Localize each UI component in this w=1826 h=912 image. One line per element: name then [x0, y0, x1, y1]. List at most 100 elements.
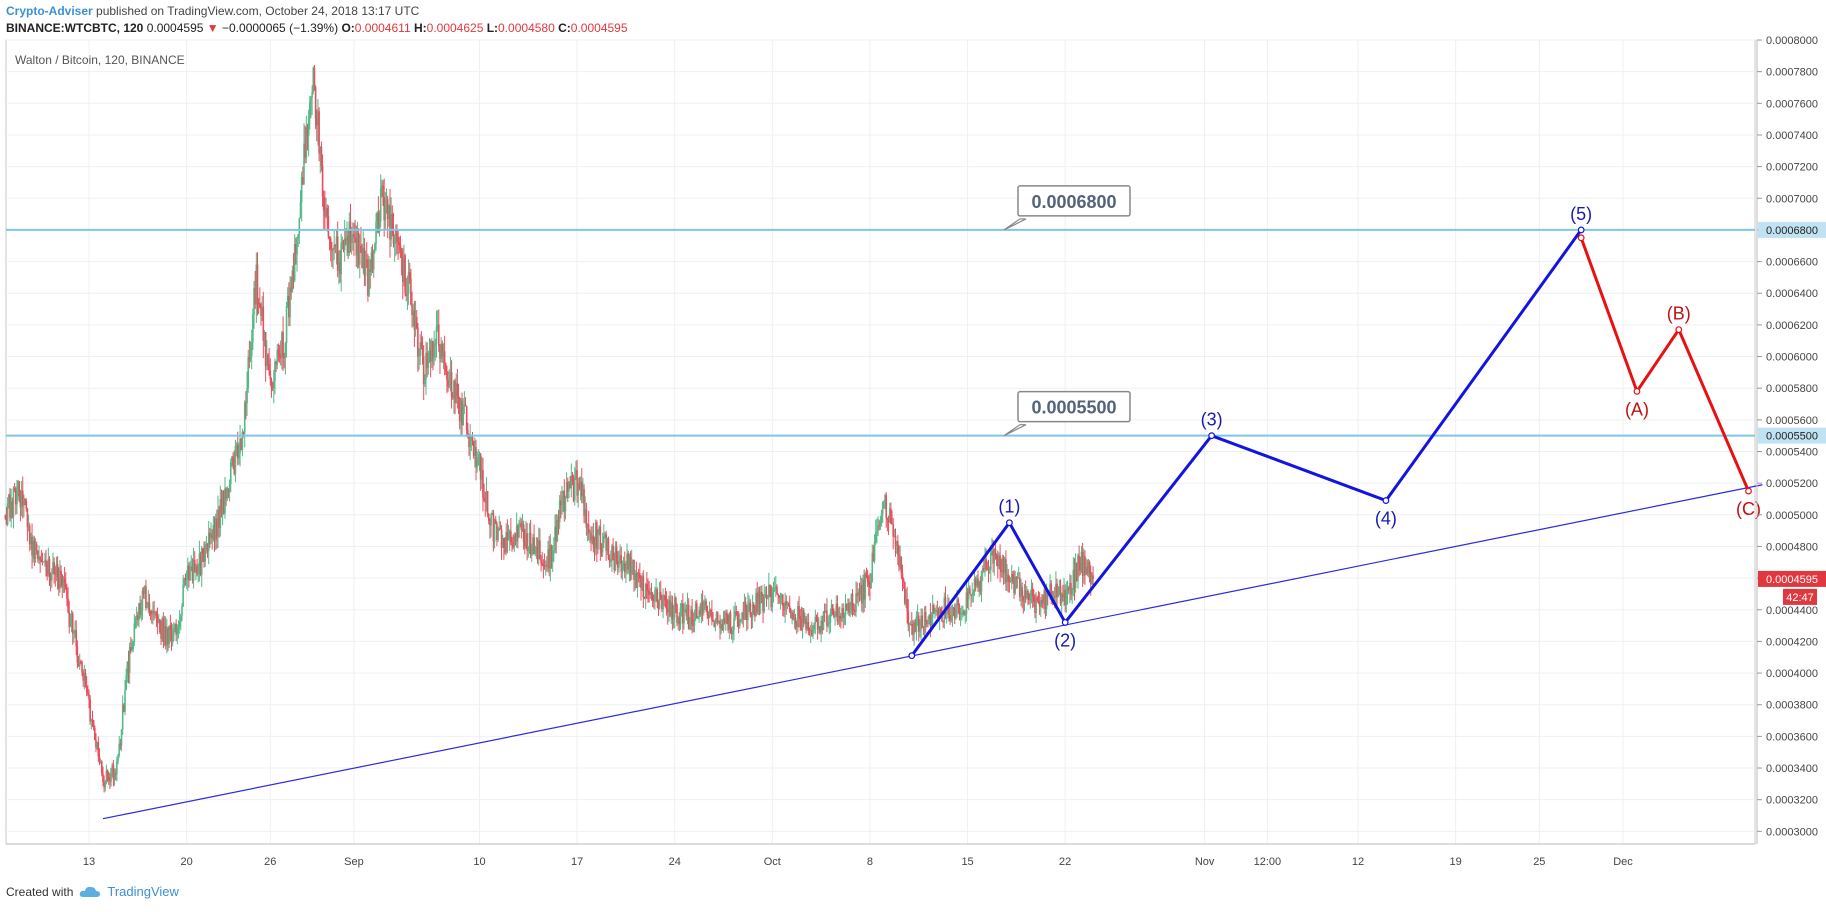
- candle-body: [1024, 590, 1027, 598]
- candle-body: [467, 429, 469, 435]
- time-axis[interactable]: 13 20 26 Sep 10 17 24 Oct 8 15 22 Nov 12:00 12 19 25 Dec: [6, 843, 1755, 868]
- candle-body: [814, 617, 817, 624]
- candle-body: [867, 581, 870, 586]
- candle-body: [71, 613, 74, 634]
- candle-body: [622, 563, 625, 566]
- candle-body: [935, 610, 937, 612]
- candle-body: [836, 603, 839, 622]
- candle-body: [87, 692, 89, 695]
- candle-body: [1006, 574, 1008, 583]
- candle-body: [395, 230, 397, 243]
- candle-body: [924, 611, 927, 622]
- candle-body: [864, 573, 867, 600]
- price-tick-label: 0.0006200: [1766, 320, 1818, 332]
- candle-body: [418, 355, 420, 357]
- time-tick-label: 8: [867, 856, 873, 868]
- candle-body: [396, 230, 398, 238]
- candle-body: [1029, 597, 1032, 601]
- candle-body: [162, 618, 165, 643]
- candle-body: [446, 371, 448, 381]
- candle-body: [757, 591, 760, 612]
- candle-body: [205, 543, 208, 545]
- candle-body: [182, 585, 184, 607]
- candle-body: [200, 548, 203, 575]
- candle-body: [411, 304, 413, 316]
- price-tick-label: 0.0005800: [1766, 383, 1818, 395]
- candle-body: [957, 599, 960, 606]
- candle-body: [878, 525, 881, 527]
- candle-body: [847, 603, 849, 611]
- candle-body: [226, 488, 229, 499]
- candle-body: [381, 185, 383, 189]
- price-tick-label: 0.0007800: [1766, 67, 1818, 79]
- price-tick-label: 0.0005200: [1766, 478, 1818, 490]
- candle-body: [535, 546, 538, 554]
- candle-body: [770, 586, 772, 608]
- candle-body: [813, 623, 815, 630]
- candle-body: [247, 357, 250, 389]
- candle-body: [511, 542, 513, 546]
- candle-body: [519, 522, 521, 528]
- tradingview-brand[interactable]: TradingView: [107, 884, 179, 899]
- candle-body: [583, 489, 585, 517]
- candle-body: [309, 101, 311, 118]
- candle-body: [582, 489, 584, 497]
- candle-body: [591, 535, 593, 541]
- candle-body: [532, 537, 534, 547]
- candle-body: [515, 525, 518, 542]
- candle-body: [678, 617, 681, 625]
- candle-body: [822, 611, 825, 631]
- candle-body: [740, 619, 742, 621]
- candle-body: [303, 143, 305, 185]
- candle-body: [279, 357, 282, 359]
- candle-body: [530, 546, 533, 555]
- grid-lines: [6, 39, 1755, 844]
- price-axis[interactable]: 0.0008000 0.0007800 0.0007600 0.0007400 0.00…: [1756, 35, 1826, 844]
- candle-body: [705, 600, 707, 606]
- candle-body: [671, 602, 674, 620]
- candle-body: [587, 524, 590, 534]
- candle-body: [432, 341, 434, 358]
- candle-body: [1064, 589, 1066, 605]
- callout-price-label: 0.0006800: [1031, 192, 1116, 212]
- candle-body: [109, 779, 111, 782]
- candle-body: [69, 624, 72, 627]
- candle-body: [498, 528, 501, 531]
- candle-body: [510, 531, 512, 543]
- candle-body: [470, 436, 473, 438]
- candle-body: [600, 549, 603, 553]
- candle-body: [281, 332, 283, 358]
- wave-point: [1675, 326, 1683, 334]
- candle-body: [929, 614, 932, 626]
- candle-body: [421, 345, 424, 356]
- price-tick-label: 0.0005600: [1766, 415, 1818, 427]
- candle-body: [664, 596, 667, 601]
- wave-point: [1745, 487, 1752, 495]
- candle-body: [987, 569, 990, 571]
- candle-body: [644, 584, 647, 598]
- candle-body: [835, 603, 838, 616]
- candle-body: [28, 525, 31, 545]
- price-chart[interactable]: 0.0006800 0.0005500 (1) (2) (3) (4) (5) (A) (B) (…: [0, 0, 1826, 880]
- candle-body: [37, 550, 39, 560]
- time-tick-label: 26: [264, 856, 276, 868]
- candle-body: [1030, 588, 1033, 598]
- candle-body: [410, 278, 412, 305]
- candle-body: [126, 662, 129, 676]
- candle-body: [872, 552, 875, 561]
- corrective-wave: [1579, 237, 1750, 492]
- candle-body: [346, 236, 348, 241]
- impulse-wave: [910, 229, 1583, 657]
- candle-body: [549, 545, 552, 569]
- author-link[interactable]: Crypto-Adviser: [6, 4, 93, 18]
- candle-body: [332, 249, 334, 251]
- candle-body: [48, 558, 51, 575]
- candle-body: [995, 555, 998, 559]
- candle-body: [565, 482, 568, 498]
- time-tick-label: Dec: [1613, 856, 1633, 868]
- candle-body: [347, 236, 349, 253]
- candle-body: [218, 509, 220, 528]
- candle-body: [343, 238, 346, 251]
- candle-body: [833, 614, 835, 617]
- line-price-badge: [1758, 221, 1826, 238]
